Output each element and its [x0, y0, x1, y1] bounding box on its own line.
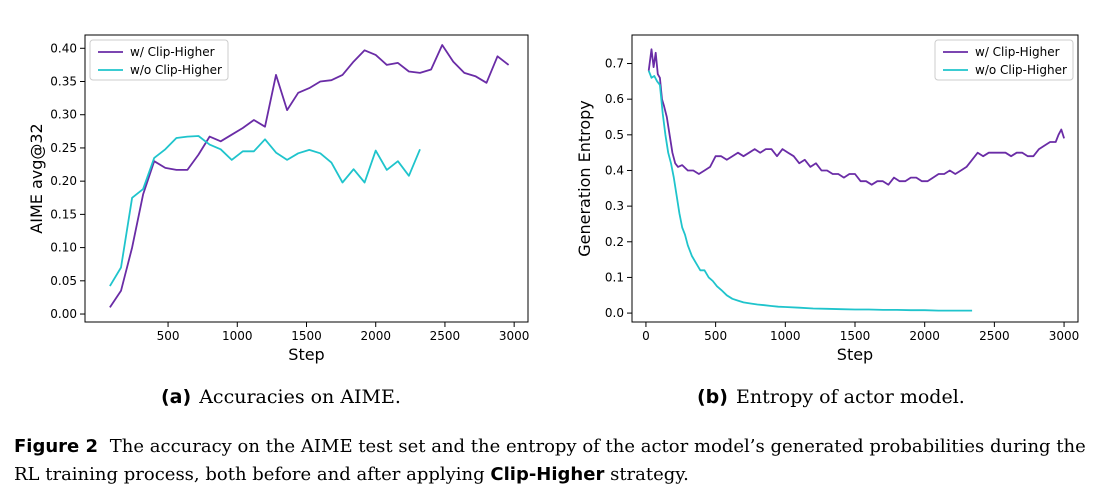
y-tick-label: 0.40	[50, 41, 77, 55]
x-tick-label: 1500	[291, 329, 322, 343]
series-line-0	[109, 44, 510, 308]
y-axis-label: AIME avg@32	[27, 123, 46, 233]
x-axis-label: Step	[288, 345, 324, 364]
x-tick-label: 3000	[1049, 329, 1080, 343]
legend-label-0: w/ Clip-Higher	[975, 45, 1060, 59]
y-tick-label: 0.10	[50, 241, 77, 255]
subcaption-a: (a) Accuracies on AIME.	[161, 386, 401, 408]
y-tick-label: 0.30	[50, 108, 77, 122]
y-tick-label: 0.7	[605, 57, 624, 71]
x-axis-label: Step	[837, 345, 873, 364]
y-tick-label: 0.3	[605, 199, 624, 213]
legend-box	[89, 39, 229, 81]
y-tick-label: 0.4	[605, 163, 624, 177]
y-tick-label: 0.05	[50, 274, 77, 288]
y-tick-label: 0.25	[50, 141, 77, 155]
x-tick-label: 1000	[770, 329, 801, 343]
legend-box	[934, 39, 1074, 81]
figure-caption-text: The accuracy on the AIME test set and th…	[14, 436, 1086, 485]
subcaption-b-tag: (b)	[697, 386, 728, 408]
subcaption-a-text: Accuracies on AIME.	[199, 386, 401, 408]
x-tick-label: 2500	[979, 329, 1010, 343]
x-tick-label: 500	[704, 329, 727, 343]
y-tick-label: 0.35	[50, 75, 77, 89]
y-tick-label: 0.6	[605, 92, 624, 106]
y-tick-label: 0.5	[605, 128, 624, 142]
y-tick-label: 0.20	[50, 174, 77, 188]
y-tick-label: 0.0	[605, 306, 624, 320]
x-tick-label: 2000	[360, 329, 391, 343]
x-tick-label: 1500	[840, 329, 871, 343]
y-tick-label: 0.2	[605, 235, 624, 249]
legend-label-0: w/ Clip-Higher	[130, 45, 215, 59]
y-tick-label: 0.15	[50, 207, 77, 221]
figure-caption-label: Figure 2	[14, 436, 99, 457]
x-tick-label: 1000	[222, 329, 253, 343]
figure-caption-text-after: strategy.	[610, 464, 689, 485]
chart-generation-entropy: 0 500 1000 1500 2000 2500 3000 0.0 0.1 0.2 0.3 0.4 0…	[575, 34, 1080, 364]
figure-caption: Figure 2 The accuracy on the AIME test s…	[14, 433, 1099, 489]
x-tick-label: 0	[642, 329, 650, 343]
series-line-0	[647, 48, 1065, 186]
y-tick-label: 0.1	[605, 270, 624, 284]
chart-aime-accuracy: 500 1000 1500 2000 2500 3000 0.00 0.05 0.10 0.15 0…	[27, 34, 530, 364]
subcaption-b-text: Entropy of actor model.	[735, 386, 965, 408]
x-tick-label: 2500	[430, 329, 461, 343]
series-line-1	[647, 70, 973, 312]
subcaption-b: (b) Entropy of actor model.	[697, 386, 965, 408]
y-axis-label: Generation Entropy	[575, 100, 594, 257]
y-tick-label: 0.00	[50, 307, 77, 321]
x-tick-label: 3000	[499, 329, 530, 343]
series-line-1	[109, 135, 421, 287]
figure-caption-strategy: Clip-Higher	[490, 464, 605, 485]
legend-label-1: w/o Clip-Higher	[975, 63, 1067, 77]
x-tick-label: 500	[157, 329, 180, 343]
x-tick-label: 2000	[909, 329, 940, 343]
legend-label-1: w/o Clip-Higher	[130, 63, 222, 77]
subcaption-a-tag: (a)	[161, 386, 192, 408]
